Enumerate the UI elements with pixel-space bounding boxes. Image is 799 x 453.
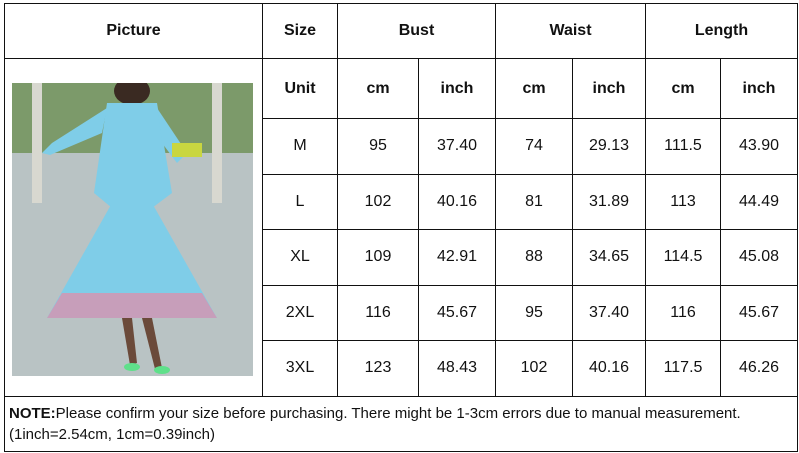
size-cell: L xyxy=(262,173,338,230)
size-cell: 3XL xyxy=(262,340,338,397)
measurement-cell: 109 xyxy=(337,229,419,286)
measurement-cell: 88 xyxy=(495,229,573,286)
unit-waist-inch: inch xyxy=(572,58,646,119)
note-text: Please confirm your size before purchasi… xyxy=(9,404,741,443)
measurement-cell: 114.5 xyxy=(645,229,721,286)
measurement-cell: 95 xyxy=(337,118,419,175)
product-picture-cell xyxy=(4,58,263,397)
measurement-cell: 117.5 xyxy=(645,340,721,397)
table-row: M 95 37.40 74 29.13 111.5 43.90 xyxy=(5,118,798,175)
size-chart-table: Picture Size Bust Waist Length xyxy=(4,3,798,452)
header-bust: Bust xyxy=(337,3,496,59)
measurement-cell: 29.13 xyxy=(572,118,646,175)
measurement-cell: 116 xyxy=(337,284,419,341)
note: NOTE:Please confirm your size before pur… xyxy=(4,395,798,452)
measurement-cell: 102 xyxy=(495,340,573,397)
measurement-cell: 111.5 xyxy=(645,118,721,175)
unit-length-inch: inch xyxy=(720,58,798,119)
size-cell: XL xyxy=(262,229,338,286)
header-waist: Waist xyxy=(495,3,646,59)
header-picture: Picture xyxy=(4,3,263,59)
measurement-cell: 44.49 xyxy=(720,173,798,230)
measurement-cell: 123 xyxy=(337,340,419,397)
measurement-cell: 37.40 xyxy=(418,118,496,175)
table-row: 2XL 116 45.67 95 37.40 116 45.67 xyxy=(5,284,798,341)
measurement-cell: 42.91 xyxy=(418,229,496,286)
measurement-cell: 31.89 xyxy=(572,173,646,230)
measurement-cell: 43.90 xyxy=(720,118,798,175)
measurement-cell: 40.16 xyxy=(572,340,646,397)
note-label: NOTE: xyxy=(9,404,56,422)
unit-waist-cm: cm xyxy=(495,58,573,119)
measurement-cell: 34.65 xyxy=(572,229,646,286)
header-size: Size xyxy=(262,3,338,59)
measurement-cell: 102 xyxy=(337,173,419,230)
table-row: 3XL 123 48.43 102 40.16 117.5 46.26 xyxy=(5,340,798,397)
size-cell: M xyxy=(262,118,338,175)
measurement-cell: 116 xyxy=(645,284,721,341)
measurement-cell: 37.40 xyxy=(572,284,646,341)
measurement-cell: 81 xyxy=(495,173,573,230)
size-cell: 2XL xyxy=(262,284,338,341)
unit-label: Unit xyxy=(262,58,338,119)
product-photo xyxy=(12,83,253,376)
unit-bust-inch: inch xyxy=(418,58,496,119)
measurement-cell: 74 xyxy=(495,118,573,175)
header-length: Length xyxy=(645,3,798,59)
unit-bust-cm: cm xyxy=(337,58,419,119)
measurement-cell: 40.16 xyxy=(418,173,496,230)
measurement-cell: 45.08 xyxy=(720,229,798,286)
measurement-cell: 48.43 xyxy=(418,340,496,397)
table-row: L 102 40.16 81 31.89 113 44.49 xyxy=(5,173,798,230)
measurement-cell: 46.26 xyxy=(720,340,798,397)
measurement-cell: 45.67 xyxy=(720,284,798,341)
measurement-cell: 113 xyxy=(645,173,721,230)
unit-length-cm: cm xyxy=(645,58,721,119)
measurement-cell: 95 xyxy=(495,284,573,341)
measurement-cell: 45.67 xyxy=(418,284,496,341)
